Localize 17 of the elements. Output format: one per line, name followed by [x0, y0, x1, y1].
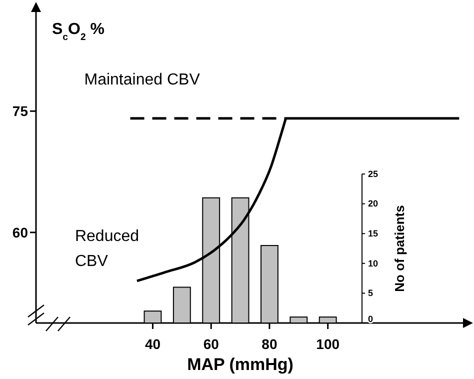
- x-tick-label: 100: [316, 336, 340, 352]
- x-tick-label: 60: [203, 336, 220, 352]
- series-label: Maintained CBV: [84, 71, 200, 88]
- y2-tick-label: 20: [368, 198, 378, 209]
- y2-tick-label: 0: [368, 314, 374, 324]
- y2-tick-label: 15: [368, 228, 378, 238]
- y2-tick-label: 5: [368, 288, 374, 298]
- x-axis-title: MAP (mmHg): [187, 355, 294, 374]
- y2-tick-label: 25: [368, 168, 378, 179]
- x-tick-label: 80: [262, 336, 278, 352]
- y-tick-label: 75: [12, 103, 28, 120]
- y-axis-title: S$_{c}$O$_{2}$ %: [52, 21, 104, 42]
- x-tick-label: 40: [144, 336, 161, 352]
- secondary-axis-scale: 0 5 10 15 20 25: [362, 168, 378, 324]
- y2-tick-label: 10: [368, 258, 378, 268]
- y2-axis-title: No of patients: [392, 205, 407, 292]
- series-label: Reduced CBV: [74, 228, 140, 270]
